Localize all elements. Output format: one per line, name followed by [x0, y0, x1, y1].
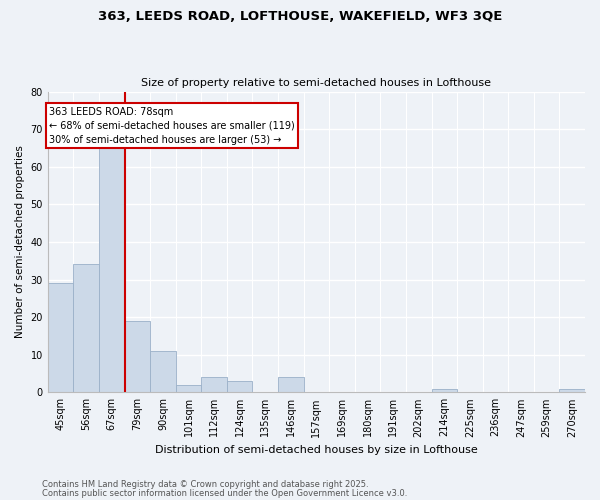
- Bar: [559, 388, 585, 392]
- Text: Contains public sector information licensed under the Open Government Licence v3: Contains public sector information licen…: [42, 489, 407, 498]
- X-axis label: Distribution of semi-detached houses by size in Lofthouse: Distribution of semi-detached houses by …: [155, 445, 478, 455]
- Bar: [99, 148, 125, 392]
- Text: Contains HM Land Registry data © Crown copyright and database right 2025.: Contains HM Land Registry data © Crown c…: [42, 480, 368, 489]
- Bar: [150, 351, 176, 393]
- Title: Size of property relative to semi-detached houses in Lofthouse: Size of property relative to semi-detach…: [142, 78, 491, 88]
- Text: 363, LEEDS ROAD, LOFTHOUSE, WAKEFIELD, WF3 3QE: 363, LEEDS ROAD, LOFTHOUSE, WAKEFIELD, W…: [98, 10, 502, 23]
- Y-axis label: Number of semi-detached properties: Number of semi-detached properties: [15, 146, 25, 338]
- Bar: [125, 321, 150, 392]
- Bar: [48, 284, 73, 393]
- Bar: [227, 381, 253, 392]
- Bar: [431, 388, 457, 392]
- Bar: [278, 378, 304, 392]
- Bar: [73, 264, 99, 392]
- Bar: [176, 385, 201, 392]
- Text: 363 LEEDS ROAD: 78sqm
← 68% of semi-detached houses are smaller (119)
30% of sem: 363 LEEDS ROAD: 78sqm ← 68% of semi-deta…: [49, 106, 295, 144]
- Bar: [201, 378, 227, 392]
